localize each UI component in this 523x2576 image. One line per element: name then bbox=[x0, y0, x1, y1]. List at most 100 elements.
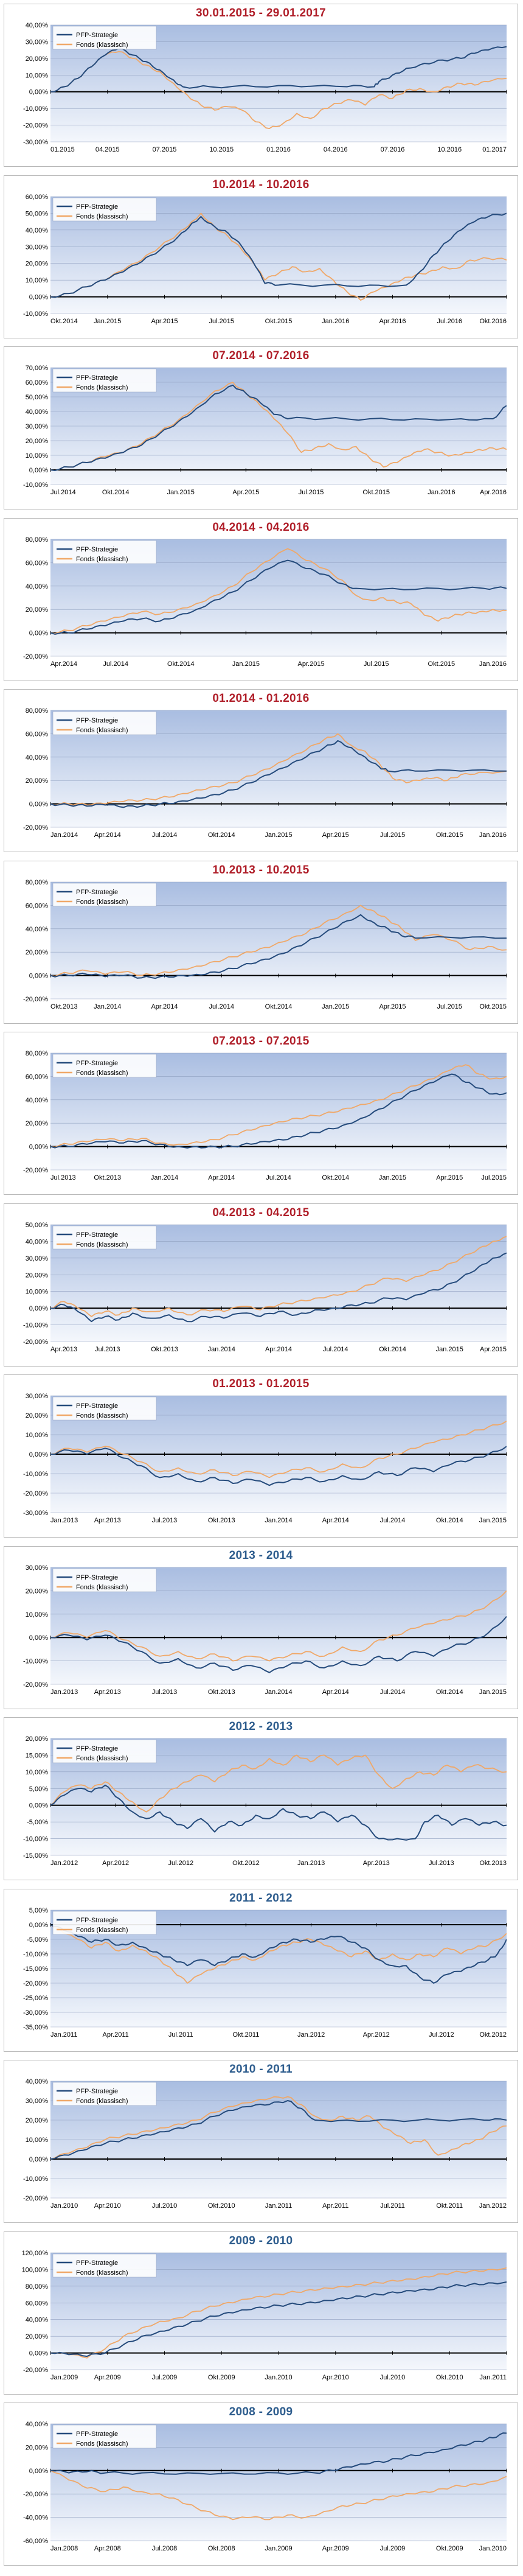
legend-label-fund: Fonds (klassisch) bbox=[76, 1241, 128, 1248]
chart-title: 01.2014 - 01.2016 bbox=[212, 692, 310, 705]
y-tick-label: -10,00% bbox=[23, 310, 48, 318]
x-tick-label: Apr.2014 bbox=[94, 831, 121, 839]
x-tick-label: 04.2015 bbox=[95, 146, 120, 153]
x-tick-label: Jul.2014 bbox=[380, 1517, 406, 1524]
x-tick-label: Okt.2016 bbox=[479, 318, 507, 325]
y-tick-label: 30,00% bbox=[26, 423, 49, 430]
legend: PFP-Strategie Fonds (klassisch) bbox=[52, 1568, 157, 1592]
line-chart: 60,00% 50,00% 40,00% 30,00% 20,00% 10,00% 0,00… bbox=[23, 194, 507, 325]
legend-label-fund: Fonds (klassisch) bbox=[76, 1069, 128, 1077]
chart-title: 07.2013 - 07.2015 bbox=[212, 1035, 310, 1048]
y-tick-label: 40,00% bbox=[26, 583, 49, 590]
series-line-fund bbox=[50, 2469, 507, 2521]
y-tick-label: -20,00% bbox=[23, 2367, 48, 2374]
y-tick-label: 30,00% bbox=[26, 1393, 49, 1400]
y-tick-label: 20,00% bbox=[26, 2117, 49, 2124]
y-tick-label: 20,00% bbox=[26, 261, 49, 268]
x-tick-label: Jul.2014 bbox=[50, 489, 76, 496]
x-tick-label: Apr.2012 bbox=[363, 2031, 390, 2039]
x-tick-label: Okt.2012 bbox=[479, 2031, 507, 2039]
y-tick-label: 40,00% bbox=[26, 754, 49, 761]
x-tick-label: Okt.2011 bbox=[436, 2202, 463, 2210]
x-tick-label: Jul.2010 bbox=[152, 2202, 178, 2210]
x-tick-label: Okt.2015 bbox=[436, 831, 463, 839]
y-tick-label: 30,00% bbox=[26, 38, 49, 46]
x-tick-label: Jan.2014 bbox=[265, 1517, 292, 1524]
legend-label-fund: Fonds (klassisch) bbox=[76, 2098, 128, 2105]
x-tick-label: Jul.2013 bbox=[429, 1860, 454, 1867]
x-tick-label: Okt.2013 bbox=[94, 1174, 121, 1181]
legend-label-strategy: PFP-Strategie bbox=[76, 2431, 118, 2438]
y-tick-label: 20,00% bbox=[26, 1587, 49, 1595]
line-chart: 5,00% 0,00% -5,00% -10,00% -15,00% -20,00% -25… bbox=[23, 1907, 507, 2039]
x-tick-label: 07.2015 bbox=[153, 146, 177, 153]
x-tick-label: Okt.2015 bbox=[362, 489, 390, 496]
legend-label-fund: Fonds (klassisch) bbox=[76, 556, 128, 563]
y-tick-label: 20,00% bbox=[26, 777, 49, 785]
x-tick-label: Okt.2013 bbox=[479, 1860, 507, 1867]
y-tick-label: 120,00% bbox=[22, 2250, 49, 2257]
x-tick-label: Jul.2014 bbox=[209, 1003, 234, 1010]
legend: PFP-Strategie Fonds (klassisch) bbox=[52, 1911, 157, 1935]
legend: PFP-Strategie Fonds (klassisch) bbox=[52, 197, 157, 222]
chart-title: 2012 - 2013 bbox=[229, 1720, 293, 1733]
legend: PFP-Strategie Fonds (klassisch) bbox=[52, 2253, 157, 2278]
x-tick-label: Okt.2013 bbox=[151, 1346, 178, 1353]
x-tick-label: Okt.2009 bbox=[208, 2374, 235, 2381]
x-tick-label: Okt.2013 bbox=[208, 1517, 235, 1524]
x-tick-label: Apr.2016 bbox=[379, 318, 406, 325]
chart-panel: 30.01.2015 - 29.01.2017 40,00% 30,00% 20,00… bbox=[4, 4, 518, 167]
y-tick-label: 10,00% bbox=[26, 72, 49, 79]
chart-panel: 04.2014 - 04.2016 80,00% 60,00% 40,00% 20,00… bbox=[4, 518, 518, 681]
series-line-fund bbox=[50, 1064, 507, 1148]
legend-label-strategy: PFP-Strategie bbox=[76, 1060, 118, 1067]
x-tick-label: Apr.2014 bbox=[322, 1517, 349, 1524]
legend-label-fund: Fonds (klassisch) bbox=[76, 727, 128, 734]
y-tick-label: 0,00% bbox=[29, 89, 48, 96]
x-tick-label: Okt.2014 bbox=[322, 1174, 349, 1181]
series-line-fund bbox=[50, 905, 507, 977]
legend: PFP-Strategie Fonds (klassisch) bbox=[52, 26, 157, 50]
x-tick-label: Apr.2013 bbox=[363, 1860, 390, 1867]
chart-title: 10.2013 - 10.2015 bbox=[212, 864, 310, 877]
y-tick-label: -10,00% bbox=[23, 1836, 48, 1843]
chart-panel: 04.2013 - 04.2015 50,00% 40,00% 30,00% 20,00… bbox=[4, 1203, 518, 1367]
x-tick-label: Jan.2010 bbox=[479, 2545, 507, 2552]
x-tick-label: Okt.2015 bbox=[428, 660, 455, 668]
y-tick-label: 10,00% bbox=[26, 2137, 49, 2144]
y-tick-label: 10,00% bbox=[26, 1432, 49, 1439]
x-tick-label: Jul.2010 bbox=[380, 2374, 406, 2381]
y-tick-label: 10,00% bbox=[26, 277, 49, 284]
y-tick-label: 80,00% bbox=[26, 879, 49, 886]
legend-label-strategy: PFP-Strategie bbox=[76, 374, 118, 382]
y-tick-label: -40,00% bbox=[23, 2515, 48, 2522]
x-tick-label: 01.2016 bbox=[266, 146, 291, 153]
y-tick-label: -20,00% bbox=[23, 996, 48, 1003]
line-chart: 40,00% 30,00% 20,00% 10,00% 0,00% -10,00% -20,… bbox=[23, 22, 507, 153]
x-tick-label: Apr.2009 bbox=[322, 2545, 349, 2552]
line-chart: 120,00% 100,00% 80,00% 60,00% 40,00% 20,00% 0,… bbox=[22, 2250, 507, 2381]
y-tick-label: 80,00% bbox=[26, 1050, 49, 1057]
x-tick-label: Jul.2008 bbox=[152, 2545, 178, 2552]
x-tick-label: Apr.2015 bbox=[480, 1346, 507, 1353]
y-tick-label: -5,00% bbox=[27, 1936, 48, 1944]
y-tick-label: 60,00% bbox=[26, 559, 49, 567]
x-tick-label: Jan.2015 bbox=[379, 1174, 406, 1181]
legend-label-fund: Fonds (klassisch) bbox=[76, 1584, 128, 1591]
y-tick-label: 40,00% bbox=[26, 2317, 49, 2324]
y-tick-label: 15,00% bbox=[26, 1752, 49, 1759]
y-tick-label: -20,00% bbox=[23, 1681, 48, 1689]
legend-label-fund: Fonds (klassisch) bbox=[76, 1412, 128, 1419]
y-tick-label: 30,00% bbox=[26, 2098, 49, 2105]
chart-panel: 10.2014 - 10.2016 60,00% 50,00% 40,00% 30,00… bbox=[4, 175, 518, 338]
y-tick-label: 100,00% bbox=[22, 2266, 49, 2273]
y-tick-label: 60,00% bbox=[26, 2300, 49, 2307]
series-line-fund bbox=[50, 733, 507, 806]
y-tick-label: -20,00% bbox=[23, 653, 48, 660]
x-tick-label: Okt.2013 bbox=[50, 1003, 78, 1010]
y-tick-label: 50,00% bbox=[26, 394, 49, 401]
y-tick-label: 20,00% bbox=[26, 2444, 49, 2451]
y-tick-label: 60,00% bbox=[26, 194, 49, 201]
x-tick-label: Jul.2014 bbox=[380, 1689, 406, 1696]
x-tick-label: Okt.2014 bbox=[167, 660, 195, 668]
